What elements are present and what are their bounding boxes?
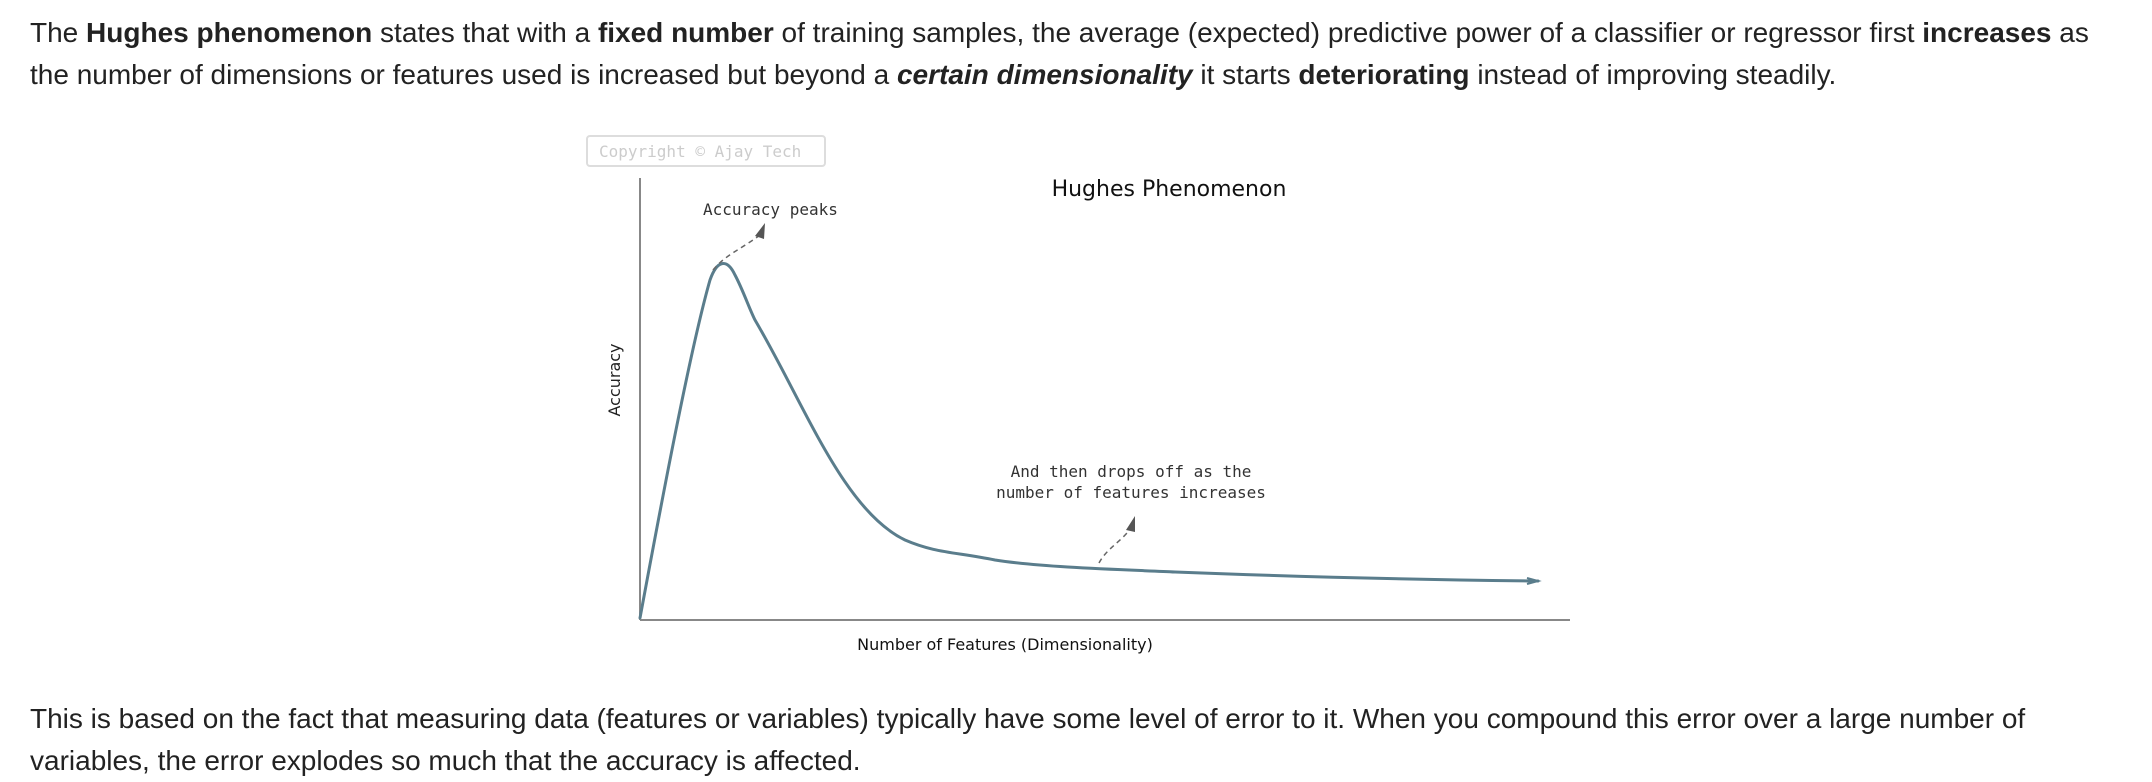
annotation-drop-line2: number of features increases <box>996 483 1266 502</box>
intro-text: it starts <box>1192 59 1299 90</box>
intro-paragraph: The Hughes phenomenon states that with a… <box>30 12 2120 96</box>
intro-bold-fixed-number: fixed number <box>597 17 774 48</box>
peak-arrow-line <box>712 234 761 271</box>
watermark-box <box>586 135 826 167</box>
intro-bold-deteriorating: deteriorating <box>1298 59 1470 90</box>
outro-paragraph: This is based on the fact that measuring… <box>30 703 2026 776</box>
intro-text: states that with a <box>372 17 598 48</box>
annotation-drop-line1: And then drops off as the <box>1011 462 1252 481</box>
curve-end-marker <box>1526 577 1542 585</box>
watermark-text: Copyright © Ajay Tech <box>599 142 801 161</box>
intro-bold-italic-dimensionality: certain dimensionality <box>896 59 1193 90</box>
drop-arrow-head <box>1126 516 1135 532</box>
x-axis-label: Number of Features (Dimensionality) <box>857 635 1153 654</box>
hughes-phenomenon-figure: Copyright © Ajay Tech Hughes Phenomenon … <box>575 130 1575 670</box>
y-axis-label: Accuracy <box>605 343 624 416</box>
intro-text: instead of improving steadily. <box>1469 59 1837 90</box>
drop-arrow-line <box>1098 527 1132 564</box>
intro-text: of training samples, the average (expect… <box>773 17 1923 48</box>
figure-title: Hughes Phenomenon <box>1052 177 1287 202</box>
intro-text: as the number of dimensions or features … <box>30 17 2089 90</box>
annotation-peak: Accuracy peaks <box>703 200 838 219</box>
intro-bold-hughes: Hughes phenomenon <box>86 17 373 48</box>
intro-bold-increases: increases <box>1922 17 2052 48</box>
intro-text: The <box>30 17 87 48</box>
figure-svg: Copyright © Ajay Tech Hughes Phenomenon … <box>586 135 1570 654</box>
accuracy-curve <box>638 262 1540 620</box>
peak-arrow-head <box>755 223 765 239</box>
